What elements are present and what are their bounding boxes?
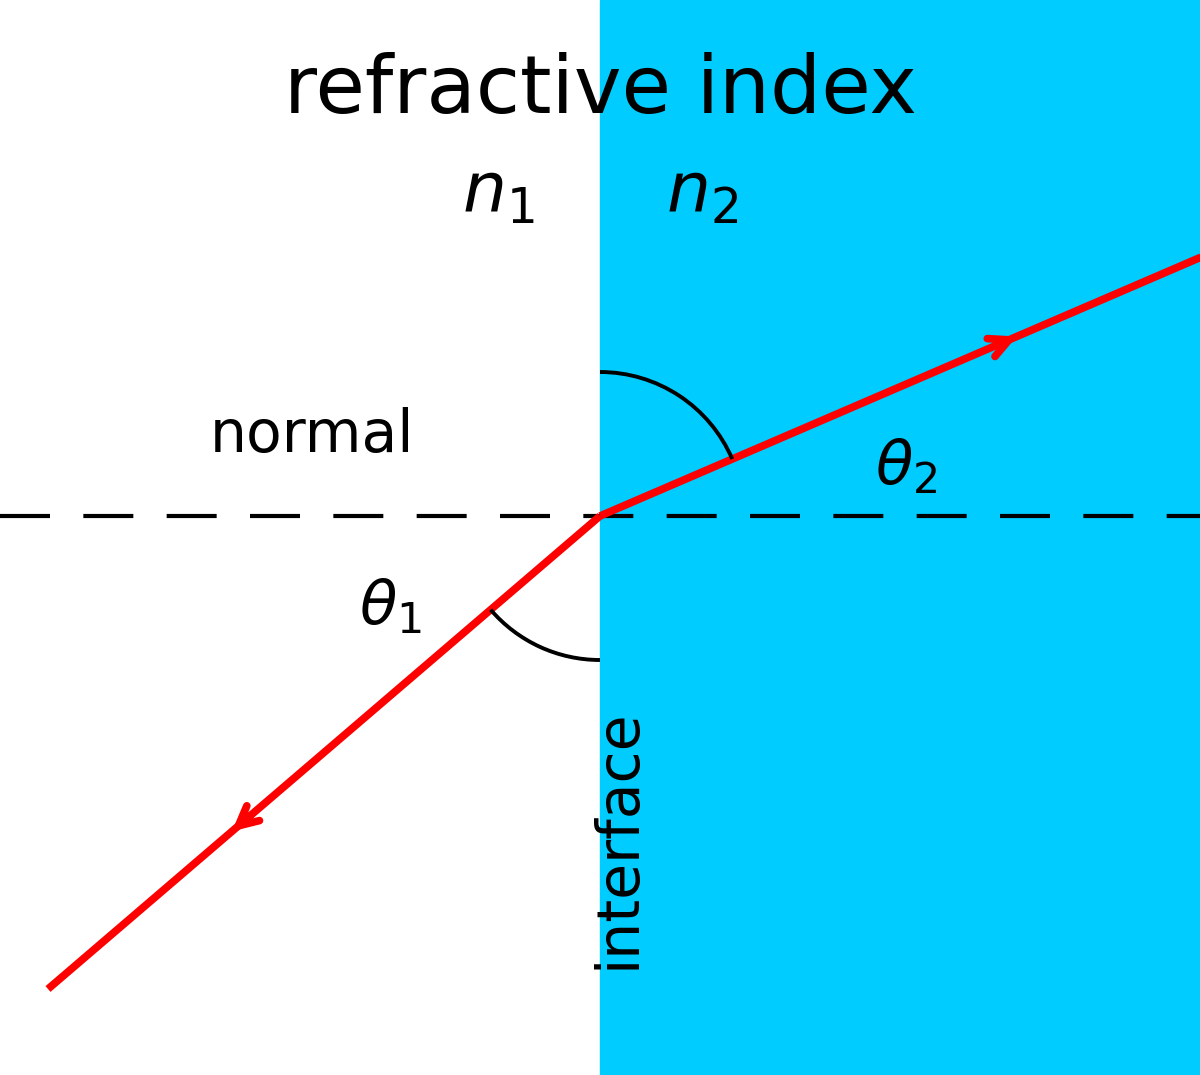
Text: normal: normal xyxy=(210,406,414,464)
Text: $\theta_1$: $\theta_1$ xyxy=(359,577,421,637)
Text: $n_1$: $n_1$ xyxy=(462,160,534,227)
Text: $n_2$: $n_2$ xyxy=(666,160,738,227)
Bar xyxy=(600,0,1200,1075)
Bar xyxy=(0,0,600,1075)
Text: interface: interface xyxy=(589,708,647,969)
Text: $\theta_2$: $\theta_2$ xyxy=(875,438,937,498)
Text: refractive index: refractive index xyxy=(283,53,917,130)
